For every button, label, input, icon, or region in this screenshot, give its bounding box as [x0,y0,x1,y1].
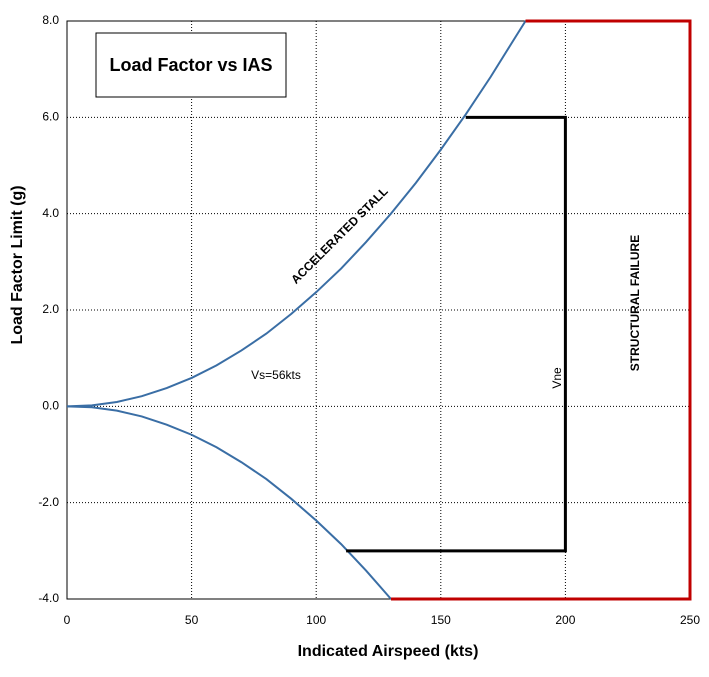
annotation: Vs=56kts [251,368,301,382]
y-tick-label: -2.0 [38,495,59,509]
y-tick-label: 2.0 [42,302,59,316]
series-line [66,20,527,408]
annotation: STRUCTURAL FAILURE [628,235,642,371]
series-line [66,405,392,600]
x-tick-label: 100 [306,613,326,627]
annotation: Vne [550,367,564,389]
y-tick-label: 6.0 [42,110,59,124]
y-axis-label: Load Factor Limit (g) [9,185,26,344]
series-line [390,19,692,601]
x-tick-label: 200 [555,613,575,627]
x-tick-label: 250 [680,613,700,627]
series-line [346,115,567,553]
x-tick-label: 50 [185,613,199,627]
y-tick-label: 4.0 [42,206,59,220]
x-tick-label: 0 [64,613,71,627]
y-tick-label: -4.0 [38,591,59,605]
y-tick-label: 0.0 [42,399,59,413]
x-axis-label: Indicated Airspeed (kts) [298,643,479,660]
title-box [95,32,287,98]
y-tick-label: 8.0 [42,13,59,27]
chart-title: Load Factor vs IAS [109,55,272,75]
x-tick-label: 150 [431,613,451,627]
